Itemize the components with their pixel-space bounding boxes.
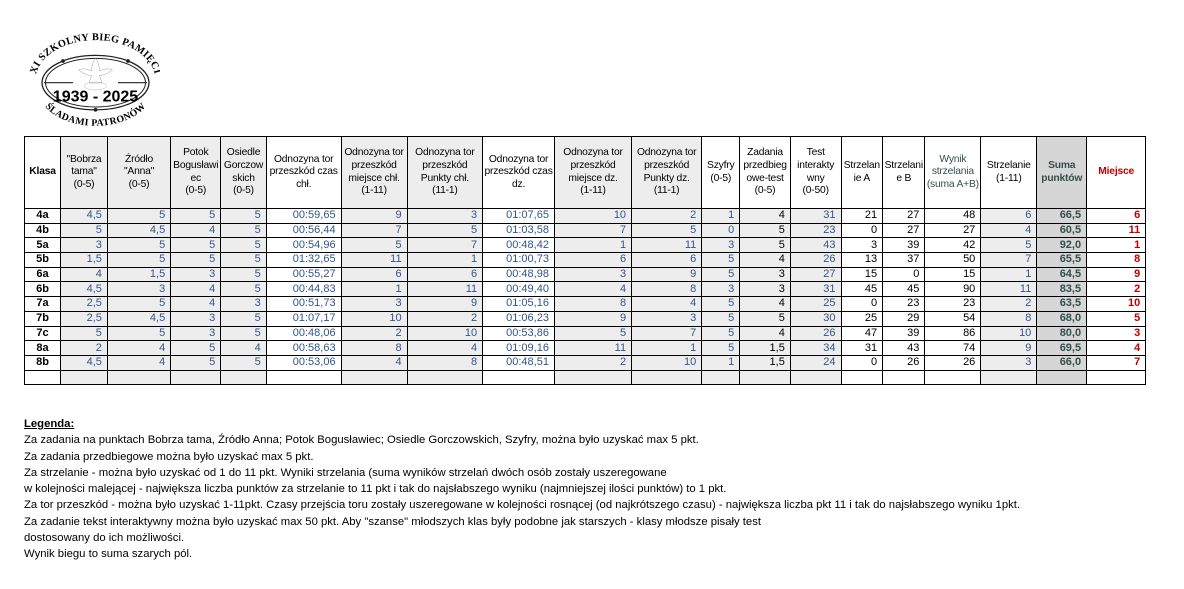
svg-text:XI SZKOLNY BIEG PAMIĘCI: XI SZKOLNY BIEG PAMIĘCI bbox=[28, 32, 160, 75]
svg-text:1939 - 2025: 1939 - 2025 bbox=[53, 89, 139, 106]
